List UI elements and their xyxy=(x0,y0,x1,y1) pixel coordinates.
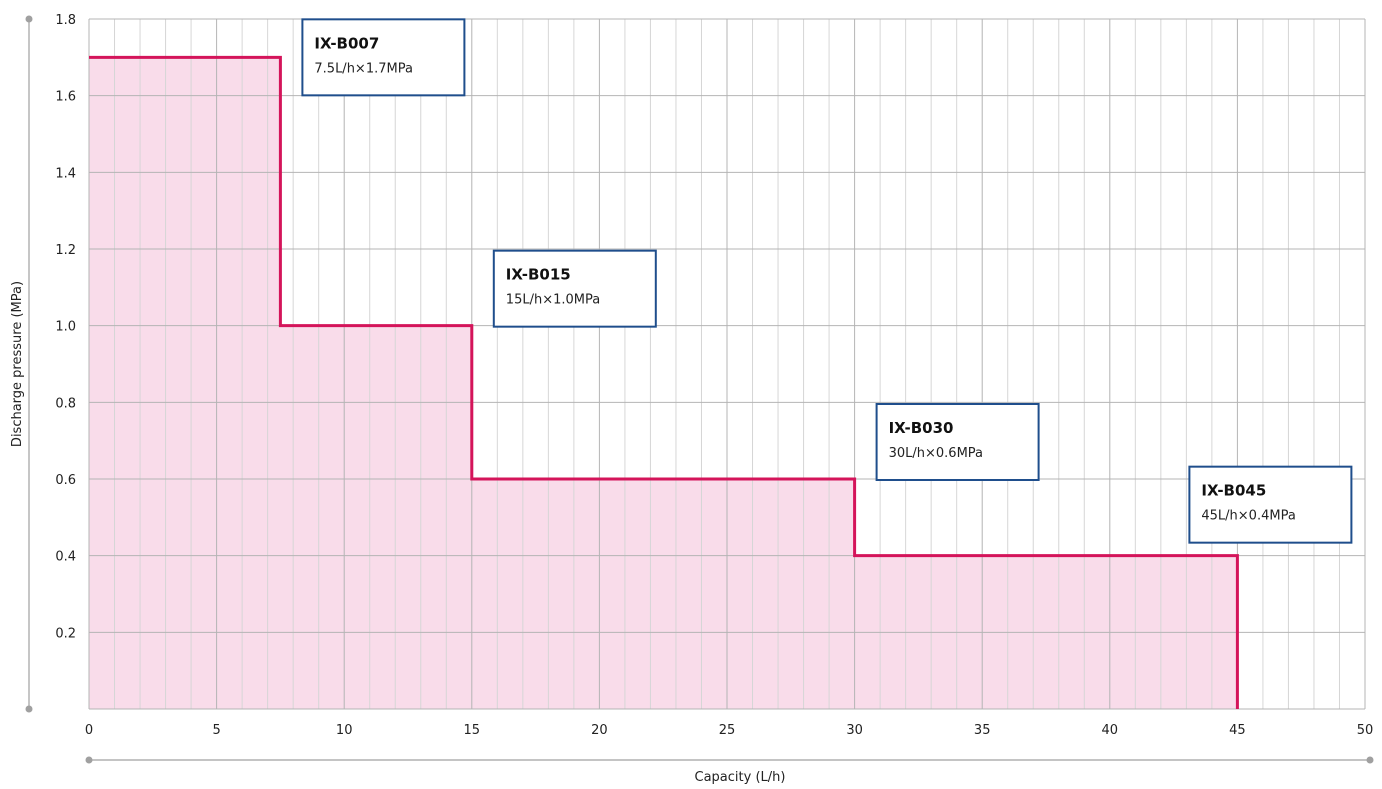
y-tick-label: 1.2 xyxy=(55,243,76,258)
callout-box xyxy=(301,18,466,97)
x-axis-rule-end-dot xyxy=(1366,756,1374,764)
callout-box xyxy=(875,403,1040,481)
y-tick-labels: 0.2 0.4 0.6 0.8 1.0 1.2 1.4 1.6 1.8 xyxy=(55,13,76,641)
callout-text: 7.5L/h×1.7MPa xyxy=(314,61,413,76)
x-tick-label: 40 xyxy=(1102,723,1119,738)
x-axis-rule-start-dot xyxy=(85,756,93,764)
series-step-line xyxy=(89,55,1239,709)
callout-box xyxy=(1188,465,1353,544)
x-tick-label: 25 xyxy=(719,723,736,738)
x-axis-title: Capacity (L/h) xyxy=(695,770,786,785)
callout-ix-b015: IX-B015 15L/h×1.0MPa xyxy=(492,249,657,328)
callout-text: 30L/h×0.6MPa xyxy=(889,446,983,461)
y-tick-label: 0.2 xyxy=(55,626,76,641)
y-tick-label: 0.4 xyxy=(55,550,76,565)
x-tick-labels: 0 5 10 15 20 25 30 35 40 45 50 xyxy=(85,723,1373,738)
callout-title: IX-B045 xyxy=(1201,482,1266,500)
y-tick-label: 1.4 xyxy=(55,166,76,181)
x-tick-label: 30 xyxy=(846,723,863,738)
x-tick-label: 5 xyxy=(212,723,220,738)
y-tick-label: 0.6 xyxy=(55,473,76,488)
y-tick-label: 1.8 xyxy=(55,13,76,28)
callout-ix-b045: IX-B045 45L/h×0.4MPa xyxy=(1188,465,1353,544)
y-axis-rule-start-dot xyxy=(25,15,33,23)
callout-text: 15L/h×1.0MPa xyxy=(506,293,600,308)
callout-title: IX-B007 xyxy=(314,34,379,52)
y-axis-rule-end-dot xyxy=(25,705,33,713)
x-tick-label: 10 xyxy=(336,723,353,738)
x-tick-label: 50 xyxy=(1357,723,1374,738)
callout-title: IX-B015 xyxy=(506,266,571,284)
x-tick-label: 45 xyxy=(1229,723,1246,738)
y-tick-label: 0.8 xyxy=(55,396,76,411)
y-tick-label: 1.0 xyxy=(55,320,76,335)
callout-ix-b030: IX-B030 30L/h×0.6MPa xyxy=(875,403,1040,481)
callout-text: 45L/h×0.4MPa xyxy=(1201,509,1295,524)
area-fill xyxy=(89,57,1238,710)
callout-box xyxy=(492,249,657,328)
minor-grid xyxy=(114,19,1340,709)
y-tick-label: 1.6 xyxy=(55,90,76,105)
callout-title: IX-B030 xyxy=(889,419,954,437)
callout-ix-b007: IX-B007 7.5L/h×1.7MPa xyxy=(301,18,466,97)
major-grid xyxy=(88,18,1366,710)
x-tick-label: 0 xyxy=(85,723,93,738)
x-tick-label: 20 xyxy=(591,723,608,738)
y-axis-title: Discharge pressure (MPa) xyxy=(10,281,25,447)
x-tick-label: 35 xyxy=(974,723,991,738)
x-tick-label: 15 xyxy=(464,723,481,738)
